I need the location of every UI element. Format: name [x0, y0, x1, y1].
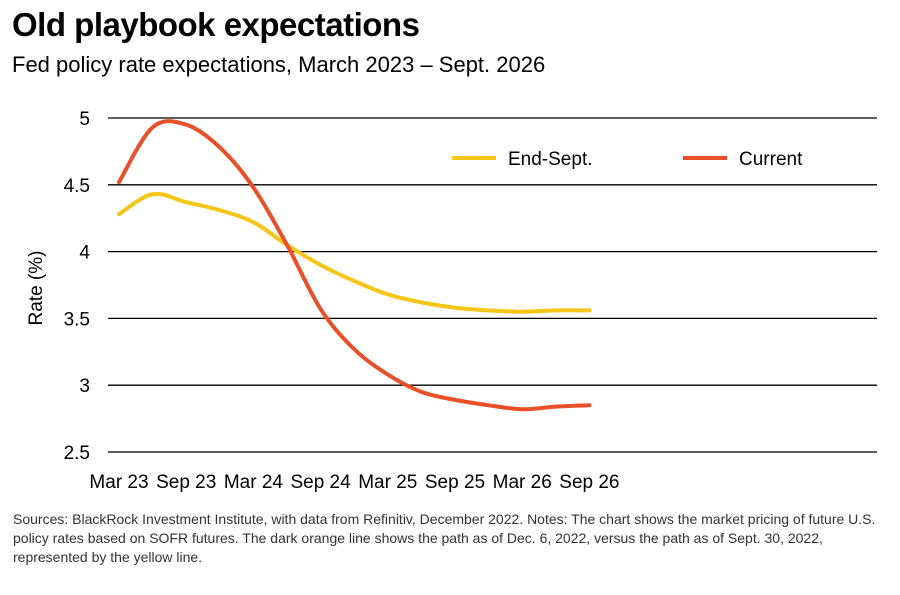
- chart-subtitle: Fed policy rate expectations, March 2023…: [12, 52, 546, 77]
- series-line-current: [117, 119, 592, 412]
- x-tick-label: Sep 25: [425, 472, 485, 493]
- y-tick-label: 2.5: [64, 443, 90, 464]
- x-tick-label: Sep 26: [559, 472, 619, 493]
- y-tick-label: 3: [79, 376, 90, 397]
- chart-title: Old playbook expectations: [12, 6, 420, 43]
- x-tick-label: Sep 24: [290, 472, 351, 493]
- x-tick-label: Mar 25: [358, 472, 417, 493]
- series-layer: [117, 119, 592, 412]
- legend-label: End-Sept.: [508, 149, 593, 170]
- series-line-end-sept: [117, 191, 592, 314]
- y-tick-label: 4.5: [64, 176, 90, 197]
- source-notes: Sources: BlackRock Investment Institute,…: [13, 511, 876, 565]
- y-axis-label: Rate (%): [26, 251, 47, 326]
- line-chart: 2.533.544.55 Mar 23 Sep 23 Mar 24 Sep 24 Mar…: [26, 109, 877, 493]
- x-tick-label: Mar 23: [89, 472, 148, 493]
- x-tick-label: Mar 26: [493, 472, 552, 493]
- x-tick-label: Sep 23: [156, 472, 216, 493]
- grid-layer: [108, 117, 877, 453]
- x-tick-label: Mar 24: [224, 472, 284, 493]
- x-axis-ticks: Mar 23 Sep 23 Mar 24 Sep 24 Mar 25 Sep 25 Mar …: [89, 472, 619, 493]
- legend: End-Sept. Current: [452, 149, 803, 170]
- y-tick-label: 5: [79, 109, 90, 130]
- y-tick-label: 4: [79, 243, 90, 264]
- legend-label: Current: [739, 149, 803, 170]
- y-tick-label: 3.5: [64, 309, 90, 330]
- y-axis-ticks: 2.5 3 3.5 4 4.5 5: [64, 109, 91, 464]
